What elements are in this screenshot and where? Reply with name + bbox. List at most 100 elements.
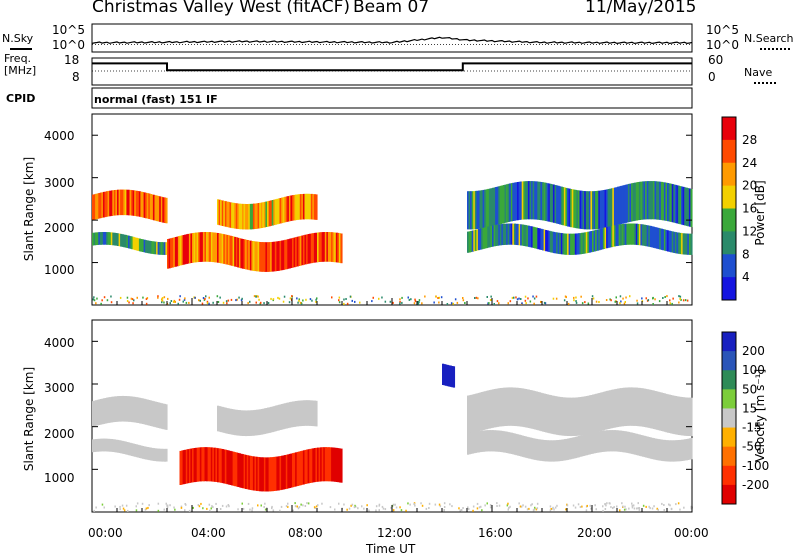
power-cell [654, 181, 657, 220]
velocity-ground-scatter [225, 505, 228, 508]
power-cell [320, 232, 323, 262]
velocity-ground-scatter [528, 507, 530, 510]
velocity-cell [685, 439, 688, 461]
power-cell [679, 232, 682, 255]
power-cell [492, 225, 495, 247]
freq-label: Freq. [4, 52, 32, 65]
velocity-ground-scatter [507, 508, 509, 511]
power-cell [315, 194, 318, 220]
velocity-cell [631, 387, 634, 426]
velocity-cell [218, 448, 221, 483]
velocity-cell [509, 387, 512, 426]
power-cell [610, 188, 613, 227]
power-ground-scatter [464, 302, 466, 304]
velocity-cell [243, 454, 246, 489]
velocity-cell [554, 396, 557, 435]
power-ground-scatter [520, 298, 522, 300]
power-cell [601, 228, 604, 250]
velocity-cell [671, 440, 674, 462]
power-cell [229, 235, 232, 266]
power-cell [618, 186, 621, 225]
velocity-ground-scatter [123, 509, 126, 512]
power-cell [468, 191, 471, 230]
power-ground-scatter [678, 295, 680, 298]
power-cell [467, 231, 470, 253]
power-colorbar-tick: 4 [742, 270, 750, 284]
velocity-cell [238, 453, 242, 488]
power-cell [654, 227, 657, 249]
power-cell [226, 201, 229, 228]
velocity-ground-scatter [425, 507, 428, 510]
power-cell [151, 194, 154, 220]
power-cell [282, 240, 285, 270]
velocity-cell [470, 394, 473, 434]
velocity-ground-scatter [438, 503, 441, 506]
power-cell [123, 234, 126, 248]
power-cell [502, 223, 506, 245]
velocity-colorbar-tick: -100 [742, 459, 769, 473]
power-ground-scatter [257, 295, 259, 298]
velocity-cell [599, 430, 602, 453]
power-cell [568, 188, 571, 227]
power-cell [182, 235, 185, 265]
power-cell [477, 190, 481, 229]
power-ground-scatter [136, 296, 138, 299]
power-cell [665, 229, 668, 252]
velocity-cell [218, 406, 221, 432]
velocity-ground-scatter [135, 509, 138, 512]
velocity-ground-scatter [472, 509, 474, 512]
velocity-cell [481, 392, 484, 431]
power-cell [629, 223, 632, 245]
velocity-ground-scatter [307, 502, 310, 505]
velocity-cell [492, 430, 495, 452]
power-cell [651, 181, 654, 220]
velocity-cell [310, 448, 313, 483]
velocity-cell [676, 396, 679, 435]
nave-label: Nave [744, 66, 773, 79]
velocity-cell [518, 434, 521, 456]
velocity-ground-scatter [348, 507, 351, 510]
velocity-cell [284, 403, 287, 429]
power-cell [252, 241, 256, 271]
velocity-cell [145, 399, 148, 425]
velocity-ground-scatter [675, 503, 677, 506]
power-cell [557, 185, 560, 224]
power-cell [288, 195, 292, 222]
power-ground-scatter [331, 296, 333, 299]
velocity-cell [95, 439, 98, 452]
power-cell [540, 228, 543, 250]
velocity-cell [660, 439, 663, 461]
power-cell [268, 200, 271, 227]
velocity-ground-scatter [610, 506, 612, 509]
power-cell [681, 233, 684, 255]
power-cell [674, 184, 677, 224]
power-cell [568, 233, 571, 255]
power-cell [277, 198, 281, 224]
power-cell [149, 194, 152, 220]
velocity-cell [92, 401, 95, 427]
velocity-cell [304, 400, 307, 426]
power-ground-scatter [227, 299, 230, 302]
power-cell [159, 196, 162, 222]
power-ground-scatter [641, 297, 643, 300]
power-cell [545, 230, 548, 252]
velocity-cell [326, 447, 329, 482]
power-ground-scatter [521, 302, 523, 305]
power-cell [496, 186, 499, 225]
velocity-ground-scatter [623, 508, 626, 511]
velocity-ground-scatter [476, 502, 479, 505]
velocity-ground-scatter [247, 502, 250, 505]
velocity-cell [584, 434, 587, 456]
nsky-legend-line [10, 48, 32, 50]
freq-unit-label: [MHz] [4, 64, 37, 77]
power-cell [671, 184, 674, 223]
velocity-cell [256, 456, 259, 491]
power-ground-scatter [622, 297, 624, 300]
velocity-ground-scatter [392, 503, 395, 506]
velocity-cell [299, 451, 302, 486]
power-ground-scatter [507, 302, 509, 305]
power-cell [687, 233, 690, 255]
power-ground-scatter [103, 296, 106, 299]
velocity-ground-scatter [536, 507, 539, 510]
power-cell [548, 183, 551, 222]
